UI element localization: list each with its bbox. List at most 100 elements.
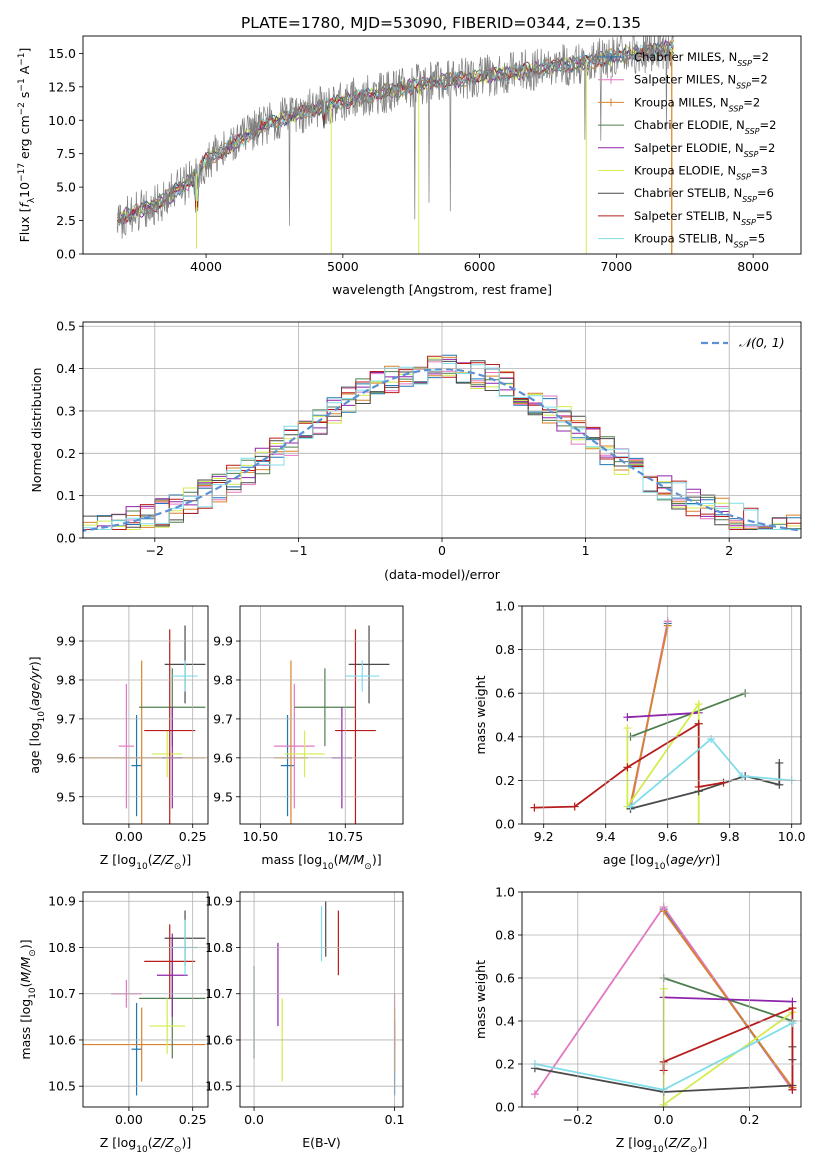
weight-line-kroupa-stelib: [629, 737, 792, 808]
spectrum-model-kroupa-elodie: [116, 42, 674, 221]
weight-line-kroupa-elodie: [662, 988, 793, 1107]
x-tick-label: 6000: [464, 259, 496, 274]
weight-line-salpeter-stelib: [534, 722, 724, 809]
legend-text: =2: [751, 73, 768, 87]
y-tick-label: 10.7: [48, 986, 76, 1001]
histogram-chabrier-stelib: [83, 360, 801, 530]
x-tick-label: 9.6: [658, 829, 678, 844]
weight-marker: [694, 700, 703, 709]
label-part: ⊙: [174, 1145, 182, 1155]
legend-sub: SSP: [742, 195, 757, 204]
x-axis-label: Z [log10(Z/Z⊙)]: [616, 1135, 707, 1155]
y-tick-label: 0.3: [56, 403, 76, 418]
label-part: (: [148, 1135, 153, 1150]
weight-marker: [623, 713, 632, 722]
y-tick-label: 10.7: [205, 986, 233, 1001]
panel-age-vs-Z: 0.00 0.259.59.69.79.89.9Z [log10(Z/Z⊙)]ag…: [27, 605, 209, 872]
label-part: M/M: [339, 852, 365, 867]
y-tick-label: 15.0: [48, 46, 76, 61]
label-part: age [log: [27, 722, 42, 773]
label-part: 10: [652, 1145, 664, 1155]
y-tick-label: 7.5: [56, 146, 76, 161]
spectrum-model-chabrier-miles: [117, 42, 674, 224]
x-tick-label: 0.25: [179, 829, 207, 844]
y-tick-label: 9.8: [56, 672, 76, 687]
weight-line-salpeter-stelib: [662, 1006, 794, 1090]
y-tick-label: 9.9: [213, 634, 233, 649]
y-tick-label: 1.0: [495, 599, 515, 614]
legend-label: Salpeter ELODIE, NSSP=2: [634, 141, 775, 159]
weight-marker: [623, 763, 632, 772]
legend-text: Chabrier ELODIE, N: [634, 118, 745, 132]
x-tick-label: 0.25: [179, 1112, 207, 1127]
y-tick-label: 0.2: [495, 773, 515, 788]
label-part: M/M: [18, 956, 33, 982]
y-axis-label: age [log10(age/yr)]: [27, 656, 47, 773]
x-axis-label: E(B-V): [302, 1135, 341, 1150]
y-tick-label: 0.0: [56, 531, 76, 546]
y-tick-label: 1.0: [495, 885, 515, 900]
legend-text: Salpeter MILES, N: [634, 73, 736, 87]
y-tick-label: 9.5: [213, 789, 233, 804]
y-tick-label: 12.5: [48, 79, 76, 94]
histogram-salpeter-miles: [83, 361, 801, 530]
label-part: mass weight: [473, 675, 488, 754]
x-tick-label: 2: [725, 543, 733, 558]
y-tick-label: 0.2: [495, 1057, 515, 1072]
y-tick-label: 2.5: [56, 213, 76, 228]
legend-text: Kroupa STELIB, N: [634, 232, 734, 246]
label-part: 10: [136, 1145, 148, 1155]
panel-mass-weight-vs-Z: −0.2 0.0 0.2 0.0 0.2 0.4 0.6 0.8 1.0 Z [log10(Z/Z…: [473, 885, 802, 1155]
label-part: (: [664, 1135, 669, 1150]
x-tick-label: 0: [438, 543, 446, 558]
legend-text: Kroupa MILES, N: [634, 95, 729, 109]
y-tick-label: 0.8: [495, 642, 515, 657]
y-tick-label: 0.1: [56, 488, 76, 503]
legend-text: =2: [752, 50, 769, 64]
plot-area: [253, 901, 396, 1096]
legend-sub: SSP: [737, 59, 752, 68]
label-part: )]: [372, 852, 382, 867]
label-part: ⊙: [28, 949, 38, 957]
legend-label: Chabrier STELIB, NSSP=6: [634, 186, 774, 204]
y-tick-label: 0.4: [56, 361, 76, 376]
label-part: −17: [17, 163, 27, 182]
plot-area: [83, 625, 206, 824]
x-tick-label: 4000: [190, 259, 222, 274]
weight-marker: [570, 802, 579, 811]
y-tick-label: 10.6: [48, 1032, 76, 1047]
y-axis-label: Normed distribution: [29, 368, 44, 493]
spectrum-model-salpeter-miles: [116, 43, 674, 227]
axes-frame: [82, 891, 209, 1108]
label-part: ⊙: [364, 862, 372, 872]
x-axis-label: Z [log10(Z/Z⊙)]: [100, 852, 191, 872]
y-tick-label: 0.4: [495, 729, 515, 744]
x-axis-label: wavelength [Angstrom, rest frame]: [332, 282, 552, 297]
label-part: (: [27, 706, 42, 711]
x-axis-label: (data-model)/error: [384, 567, 501, 582]
label-part: A: [17, 65, 32, 78]
weight-marker: [738, 772, 747, 781]
x-tick-label: 10.50: [242, 829, 278, 844]
y-tick-label: 0.2: [56, 446, 76, 461]
label-part: mass [log: [18, 999, 33, 1060]
y-tick-label: 9.8: [213, 672, 233, 687]
weight-line-salpeter-elodie: [663, 996, 793, 1003]
axes-frame: [239, 891, 404, 1108]
x-tick-label: −2: [146, 543, 164, 558]
y-tick-label: 0.0: [495, 1100, 515, 1115]
label-part: ]: [17, 48, 32, 53]
label-part: Normed distribution: [29, 368, 44, 493]
label-part: ⊙: [174, 862, 182, 872]
y-tick-label: 9.7: [213, 711, 233, 726]
legend-text: =6: [757, 186, 774, 200]
weight-marker: [694, 820, 703, 824]
y-axis-label: mass weight: [473, 960, 488, 1039]
x-tick-label: 1: [582, 543, 590, 558]
label-part: 10: [654, 862, 666, 872]
weight-marker: [788, 1004, 797, 1013]
label-part: )]: [181, 852, 191, 867]
plot-area: [83, 910, 206, 1096]
label-part: age/yr: [27, 665, 42, 706]
y-tick-label: 10.5: [48, 1079, 76, 1094]
